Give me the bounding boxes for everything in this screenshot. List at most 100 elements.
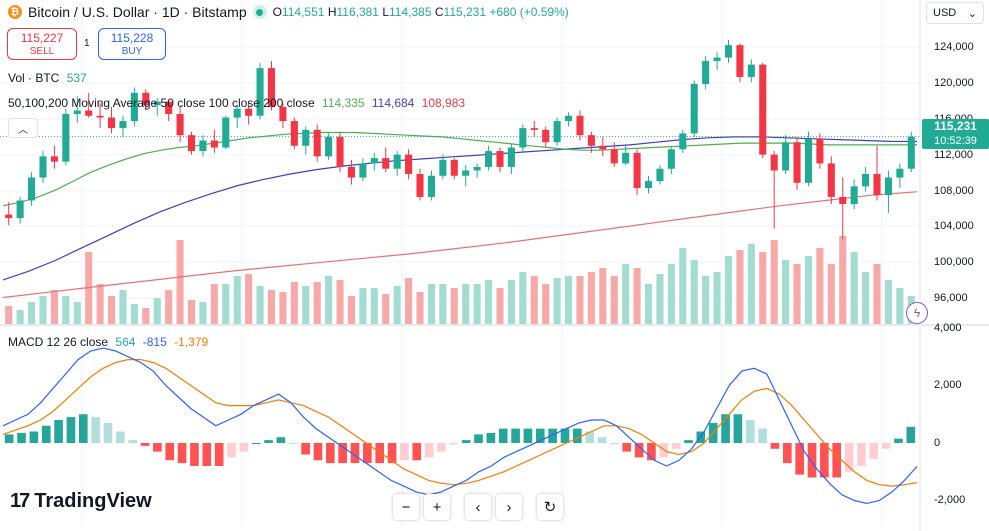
macd-histogram-bar — [597, 437, 607, 443]
macd-histogram-bar — [78, 414, 88, 443]
reset-chart-button[interactable]: ↻ — [537, 494, 563, 520]
volume-bar — [427, 284, 435, 324]
volume-bar — [39, 296, 47, 324]
volume-bar — [382, 294, 390, 324]
volume-bar — [187, 300, 196, 324]
volume-bar — [28, 302, 36, 324]
macd-histogram-bar — [276, 437, 286, 443]
macd-histogram-bar — [857, 443, 866, 466]
volume-bar — [519, 272, 527, 324]
chevron-left-icon: ‹ — [475, 498, 481, 516]
volume-bar — [724, 256, 733, 324]
volume-bar — [702, 276, 710, 324]
candle-body — [382, 158, 390, 169]
macd-histogram-bar — [177, 443, 187, 464]
volume-bar — [450, 288, 458, 324]
tradingview-logo[interactable]: 17 TradingView — [10, 490, 152, 513]
currency-selector[interactable]: USD ⌄ — [926, 2, 984, 24]
macd-legend[interactable]: MACD 12 26 close 564 -815 -1,379 — [8, 335, 209, 349]
macd-histogram-bar — [387, 443, 397, 464]
macd-histogram-bar — [832, 443, 842, 478]
macd-histogram-bar — [647, 443, 656, 461]
volume-bar — [16, 310, 24, 324]
buy-price: 115,228 — [110, 31, 154, 45]
macd-histogram-bar — [684, 440, 693, 443]
market-status-icon[interactable] — [252, 5, 267, 19]
volume-bar — [290, 282, 298, 324]
volume-bar — [359, 288, 367, 324]
macd-histogram-bar — [412, 443, 422, 461]
volume-bar — [279, 292, 287, 324]
macd-histogram-bar — [795, 443, 804, 475]
candle-body — [656, 168, 664, 182]
volume-bar — [62, 296, 70, 324]
macd-histogram-bar — [41, 425, 51, 443]
macd-histogram-bar — [548, 428, 557, 443]
brand-name: TradingView — [34, 490, 152, 512]
change-value: +680 (+0.59%) — [489, 5, 569, 19]
macd-histogram-bar — [29, 431, 39, 443]
macd-histogram-bar — [486, 432, 496, 443]
volume-bar — [73, 302, 81, 324]
volume-bar — [793, 264, 801, 324]
volume-bar — [553, 278, 561, 324]
macd-signal-value: -1,379 — [174, 335, 209, 349]
macd-histogram-bar — [535, 428, 545, 443]
collapse-legend-button[interactable]: ︿ — [8, 118, 38, 138]
price-tick: 112,000 — [934, 149, 973, 161]
candle-body — [267, 68, 276, 107]
macd-histogram-bar — [190, 443, 199, 466]
ma-legend[interactable]: 50,100,200 Moving Average 50 close 100 c… — [8, 96, 466, 110]
scroll-right-button[interactable]: › — [496, 494, 522, 520]
volume-bar — [862, 272, 870, 324]
tv-logo-icon: 17 — [10, 490, 30, 512]
candle-body — [370, 158, 378, 164]
candle-body — [610, 149, 618, 164]
buy-button[interactable]: 115,228 BUY — [98, 28, 166, 60]
candle-body — [405, 154, 413, 174]
volume-bar — [119, 290, 127, 324]
macd-histogram-bar — [301, 443, 310, 455]
volume-bar — [736, 250, 744, 324]
candle-body — [359, 163, 367, 178]
volume-legend[interactable]: Vol · BTC 537 — [8, 71, 87, 85]
candle-body — [416, 174, 424, 197]
candle-body — [485, 151, 493, 167]
macd-histogram-bar — [91, 417, 100, 443]
lightning-icon[interactable]: ϟ — [906, 302, 928, 324]
candle-body — [884, 177, 892, 196]
candle-body — [850, 186, 858, 204]
volume-bar — [267, 290, 276, 324]
volume-bar — [610, 276, 618, 324]
macd-histogram-bar — [844, 443, 854, 472]
macd-histogram-bar — [745, 420, 755, 443]
candle-body — [427, 175, 435, 197]
volume-bar — [256, 286, 264, 324]
candle-body — [633, 152, 641, 189]
candle-body — [530, 128, 538, 130]
candle-body — [896, 168, 904, 178]
macd-tick: -2,000 — [934, 494, 966, 506]
volume-bar — [633, 268, 641, 324]
candle-body — [873, 174, 881, 196]
candle-body — [336, 136, 344, 167]
zoom-in-button[interactable]: + — [424, 494, 450, 520]
volume-bar — [439, 284, 447, 324]
macd-histogram-bar — [721, 414, 730, 443]
scroll-left-button[interactable]: ‹ — [465, 494, 491, 520]
zoom-out-button[interactable]: − — [393, 494, 419, 520]
candle-body — [496, 151, 504, 167]
macd-histogram-bar — [128, 440, 138, 443]
spread-value: 1 — [84, 38, 90, 49]
macd-histogram-bar — [758, 428, 767, 443]
macd-histogram-bar — [807, 443, 817, 478]
volume-bar — [210, 284, 218, 324]
symbol-title[interactable]: Bitcoin / U.S. Dollar · 1D · Bitstamp — [28, 4, 247, 20]
volume-bar — [245, 274, 253, 324]
price-tick: 96,000 — [934, 292, 968, 304]
volume-bar — [370, 288, 378, 324]
sell-button[interactable]: 115,227 SELL — [7, 28, 77, 60]
macd-histogram-bar — [313, 443, 323, 461]
volume-bar — [656, 274, 664, 324]
